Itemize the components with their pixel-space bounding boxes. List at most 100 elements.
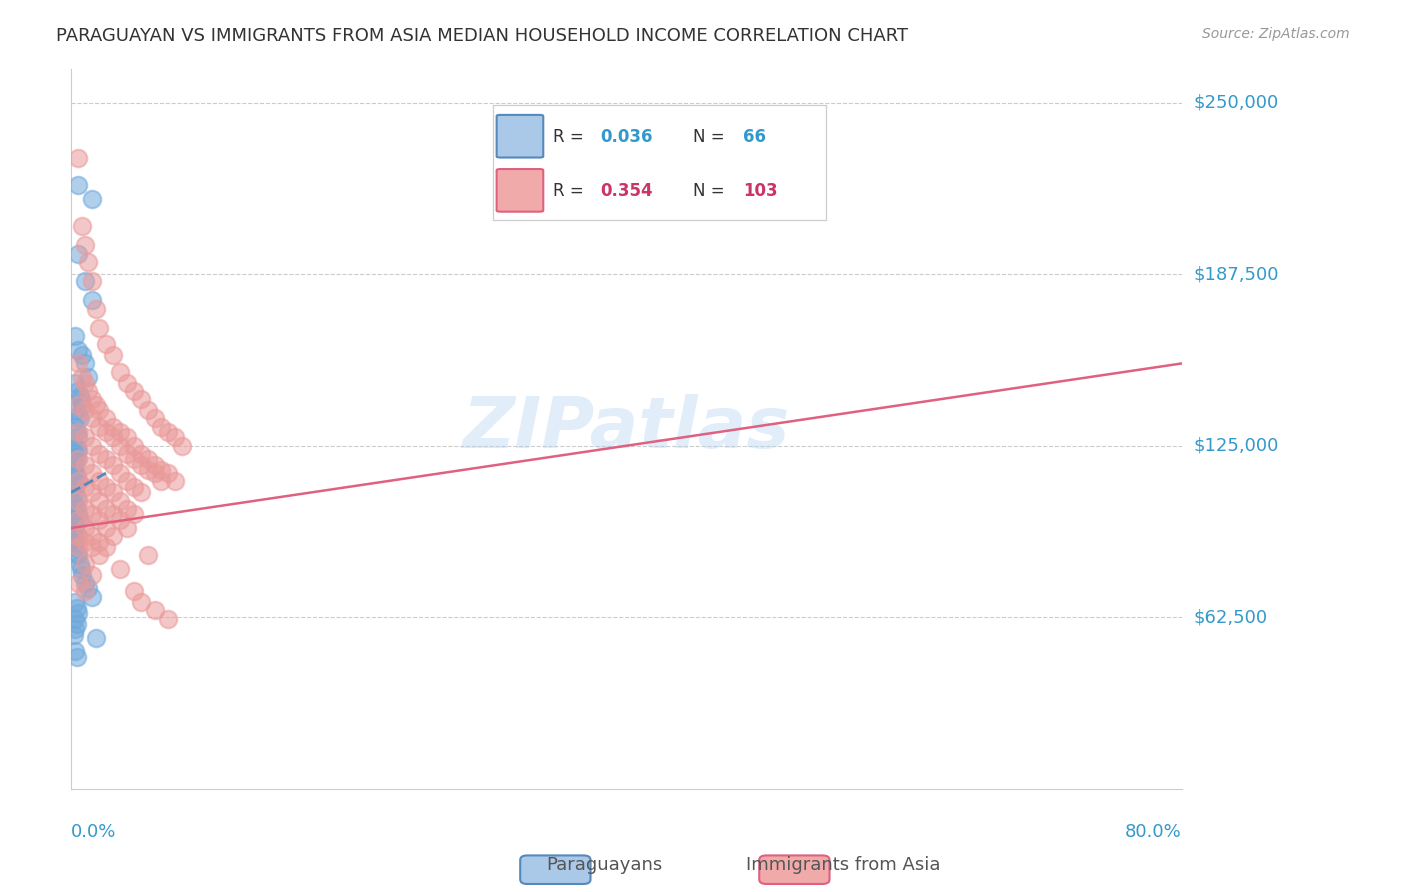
Point <box>122 452 145 467</box>
Point <box>63 534 86 549</box>
Point <box>66 425 89 439</box>
Point <box>65 329 87 343</box>
Point <box>67 606 90 620</box>
Point <box>94 480 117 494</box>
Point <box>67 409 90 423</box>
Point <box>66 442 89 456</box>
Point <box>75 534 97 549</box>
Point <box>75 501 97 516</box>
Point <box>75 557 97 571</box>
Point <box>65 623 87 637</box>
Point <box>63 521 86 535</box>
Point <box>101 508 124 522</box>
Point <box>115 447 138 461</box>
Point <box>143 411 166 425</box>
Point <box>136 403 159 417</box>
Point <box>65 524 87 538</box>
Point <box>129 458 152 472</box>
Point <box>66 617 89 632</box>
Point <box>70 562 93 576</box>
Point <box>65 611 87 625</box>
Point <box>84 631 107 645</box>
Point <box>115 501 138 516</box>
Point <box>87 419 110 434</box>
Point <box>67 430 90 444</box>
Point <box>63 463 86 477</box>
Point <box>87 513 110 527</box>
Point <box>66 468 89 483</box>
Point <box>101 419 124 434</box>
Point <box>63 516 86 530</box>
Point <box>101 430 124 444</box>
Point <box>66 546 89 560</box>
Point <box>157 466 180 480</box>
Point <box>69 411 91 425</box>
Y-axis label: Median Household Income: Median Household Income <box>0 318 8 539</box>
Point <box>165 430 187 444</box>
Point <box>75 274 97 288</box>
Point <box>129 485 152 500</box>
Point <box>75 521 97 535</box>
Point <box>94 452 117 467</box>
Point <box>157 611 180 625</box>
Text: $250,000: $250,000 <box>1194 94 1278 112</box>
Point <box>101 348 124 362</box>
Point <box>80 411 103 425</box>
Point <box>122 508 145 522</box>
Point <box>67 398 90 412</box>
Point <box>67 452 90 467</box>
Point <box>87 534 110 549</box>
Point <box>108 365 131 379</box>
Text: ZIPatlas: ZIPatlas <box>463 394 790 463</box>
Point <box>65 595 87 609</box>
Point <box>66 403 89 417</box>
Point <box>94 540 117 554</box>
Point <box>65 376 87 390</box>
Point <box>87 403 110 417</box>
Point <box>75 575 97 590</box>
Point <box>108 562 131 576</box>
Point <box>67 384 90 398</box>
Point <box>75 584 97 599</box>
Point <box>69 389 91 403</box>
Point <box>65 466 87 480</box>
Point <box>65 532 87 546</box>
Point <box>67 540 90 554</box>
Point <box>80 540 103 554</box>
Point <box>65 644 87 658</box>
Point <box>84 301 107 316</box>
Point <box>122 480 145 494</box>
Point <box>115 430 138 444</box>
Point <box>67 529 90 543</box>
Text: Source: ZipAtlas.com: Source: ZipAtlas.com <box>1202 27 1350 41</box>
Point <box>84 398 107 412</box>
Point <box>87 447 110 461</box>
Point <box>143 466 166 480</box>
Point <box>129 447 152 461</box>
Point <box>65 458 87 472</box>
Point <box>94 337 117 351</box>
Point <box>69 557 91 571</box>
Point <box>66 452 89 467</box>
Point <box>65 419 87 434</box>
Point <box>80 392 103 406</box>
Point <box>67 575 90 590</box>
Point <box>165 475 187 489</box>
Point <box>77 582 100 596</box>
Point <box>129 595 152 609</box>
Point <box>65 439 87 453</box>
Point <box>115 521 138 535</box>
Point <box>108 439 131 453</box>
Point <box>67 151 90 165</box>
Point <box>172 439 194 453</box>
Point <box>80 293 103 308</box>
Point <box>80 529 103 543</box>
Point <box>72 348 94 362</box>
Point <box>65 518 87 533</box>
Point <box>108 425 131 439</box>
Point <box>77 255 100 269</box>
Text: Immigrants from Asia: Immigrants from Asia <box>747 856 941 874</box>
Point <box>75 356 97 370</box>
Point <box>63 447 86 461</box>
Point <box>101 485 124 500</box>
